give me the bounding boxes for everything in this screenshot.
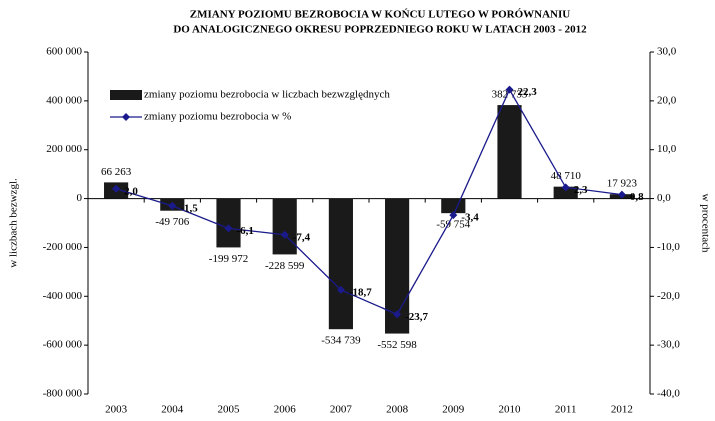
marker [561, 183, 570, 192]
legend-swatch [110, 90, 142, 100]
bar-value-label: 382 733 [492, 89, 528, 101]
bar-value-label: -534 739 [321, 335, 361, 347]
bar-value-label: -49 706 [155, 216, 189, 228]
legend-swatch [122, 113, 130, 121]
y-tick-label: -600 000 [43, 339, 83, 351]
bar-value-label: -552 598 [377, 339, 417, 351]
line-value-label: -18,7 [349, 286, 372, 298]
line-value-label: -23,7 [405, 311, 428, 323]
x-tick-label: 2003 [105, 404, 128, 416]
line-value-label: 22,3 [518, 86, 538, 98]
y2-tick-label: -30,0 [657, 339, 680, 351]
y2-tick-label: -40,0 [657, 388, 680, 400]
marker [449, 211, 458, 220]
x-tick-label: 2011 [555, 404, 577, 416]
y2-tick-label: -20,0 [657, 290, 680, 302]
bar [272, 198, 297, 255]
chart-title: ZMIANY POZIOMU BEZROBOCIA W KOŃCU LUTEGO… [190, 9, 571, 21]
bar [497, 105, 522, 199]
marker [336, 285, 345, 294]
marker [168, 201, 177, 210]
bar-value-label: -199 972 [209, 253, 248, 265]
legend-label: zmiany poziomu bezrobocia w % [144, 111, 291, 123]
bar-value-label: 66 263 [101, 166, 132, 178]
line-value-label: 0,8 [630, 191, 644, 203]
x-tick-label: 2010 [499, 404, 522, 416]
x-tick-label: 2006 [274, 404, 297, 416]
bar-value-label: -59 754 [436, 219, 470, 231]
line-value-label: -3,4 [461, 212, 479, 224]
bar-value-label: 17 923 [607, 178, 638, 190]
bar [216, 198, 241, 248]
x-tick-label: 2007 [330, 404, 353, 416]
line-value-label: -1,5 [180, 202, 198, 214]
y2-tick-label: -10,0 [657, 241, 680, 253]
marker [393, 310, 402, 319]
y-axis-label: w liczbach bezwzgl. [8, 178, 20, 268]
marker [280, 230, 289, 239]
line-value-label: -7,4 [293, 231, 311, 243]
line-value-label: 2,0 [124, 185, 138, 197]
marker [112, 184, 121, 193]
bar [328, 198, 353, 330]
bar-value-label: -228 599 [265, 260, 305, 272]
line [115, 88, 622, 316]
x-tick-label: 2004 [161, 404, 184, 416]
y-tick-label: -200 000 [43, 241, 83, 253]
y2-tick-label: 10,0 [657, 143, 677, 155]
x-tick-label: 2009 [442, 404, 465, 416]
marker [224, 224, 233, 233]
x-tick-label: 2008 [386, 404, 409, 416]
x-tick-label: 2012 [611, 404, 633, 416]
y2-tick-label: 30,0 [657, 46, 677, 58]
y-tick-label: 400 000 [46, 94, 82, 106]
y-tick-label: -400 000 [43, 290, 83, 302]
y2-axis-label: w procentach [699, 194, 711, 253]
line-value-label: -6,1 [237, 225, 254, 237]
bar-value-label: 48 710 [551, 170, 582, 182]
bar [553, 186, 578, 199]
legend-label: zmiany poziomu bezrobocia w liczbach bez… [144, 89, 390, 101]
y-tick-label: 600 000 [46, 46, 82, 58]
y2-tick-label: 20,0 [657, 94, 677, 106]
marker [617, 190, 626, 199]
y2-tick-label: 0,0 [657, 192, 671, 204]
marker [505, 85, 514, 94]
chart-title: DO ANALOGICZNEGO OKRESU POPRZEDNIEGO ROK… [173, 24, 587, 36]
x-tick-label: 2005 [218, 404, 241, 416]
line-value-label: 2,3 [574, 184, 588, 196]
y-tick-label: 200 000 [46, 143, 82, 155]
y-tick-label: -800 000 [43, 388, 83, 400]
y-tick-label: 0 [77, 192, 83, 204]
